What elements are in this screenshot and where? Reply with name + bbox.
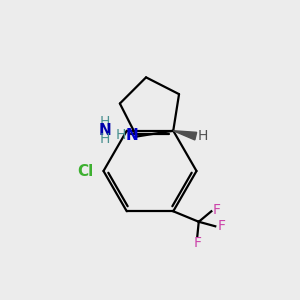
Text: H: H (116, 128, 126, 142)
Text: Cl: Cl (77, 164, 93, 179)
Text: H: H (197, 129, 208, 143)
Text: H: H (100, 132, 110, 146)
Text: N: N (99, 123, 112, 138)
Text: F: F (217, 219, 225, 233)
Text: F: F (193, 236, 201, 250)
Polygon shape (173, 131, 197, 140)
Text: N: N (126, 128, 139, 143)
Text: F: F (213, 203, 221, 217)
Text: H: H (100, 115, 110, 129)
